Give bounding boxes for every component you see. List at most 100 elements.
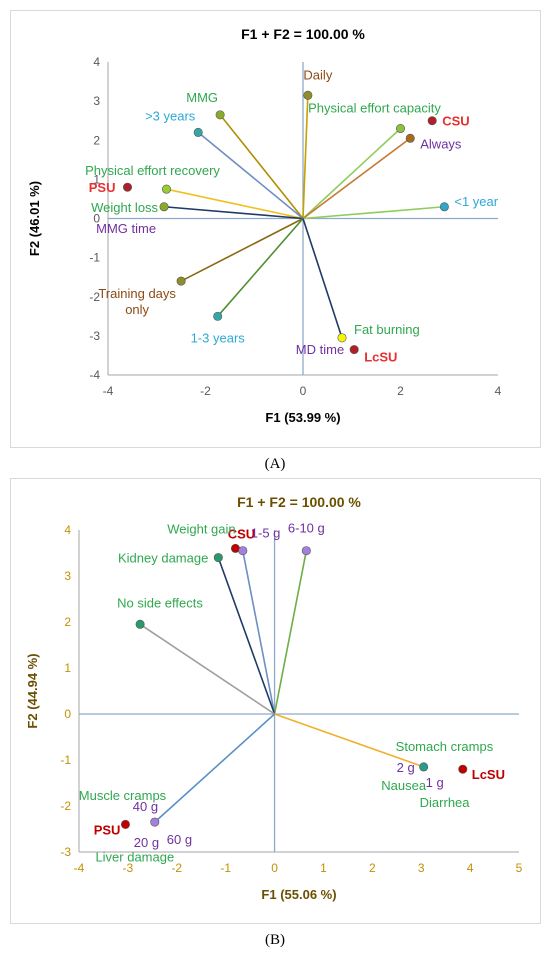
a-point-fat-burning bbox=[337, 333, 347, 343]
b-point-lcsu bbox=[458, 764, 468, 774]
a-label-training-days-only: only bbox=[125, 302, 149, 317]
a-label-daily: Daily bbox=[303, 67, 332, 82]
a-point-physical-effort-recovery bbox=[162, 184, 172, 194]
a-x-axis-title: F1 (53.99 %) bbox=[265, 410, 340, 425]
b-vector-kidney-damage bbox=[217, 557, 276, 715]
b-y-axis-title: F2 (44.94 %) bbox=[25, 653, 40, 728]
a-label-csu: CSU bbox=[442, 114, 469, 129]
a-chart-title: F1 + F2 = 100.00 % bbox=[241, 26, 365, 42]
b-label-kidney-damage: Kidney damage bbox=[118, 551, 208, 566]
b-point-stomach-cramps bbox=[419, 762, 429, 772]
b-y-tick-label: 4 bbox=[64, 523, 71, 537]
b-x-tick-label: 0 bbox=[271, 861, 278, 875]
b-x-tick-label: 3 bbox=[418, 861, 425, 875]
b-label-6-10-g: 6-10 g bbox=[288, 521, 325, 536]
biplot-a-chart: F1 + F2 = 100.00 % -4 -2 0 2 4 4 3 2 1 0 -1 -2 -3 -4 F1… bbox=[27, 26, 502, 425]
b-label-20-g: 20 g bbox=[134, 835, 159, 850]
b-x-tick-label: -1 bbox=[220, 861, 231, 875]
a-vector-physical-effort-capacity bbox=[302, 127, 402, 220]
b-label-nausea: Nausea bbox=[381, 778, 427, 793]
b-label-muscle-cramps: Muscle cramps bbox=[79, 788, 167, 803]
b-point-6-10-g bbox=[301, 546, 311, 556]
b-label-lcsu: LcSU bbox=[472, 767, 505, 782]
a-x-tick-label: 4 bbox=[495, 384, 502, 398]
b-x-tick-label: 2 bbox=[369, 861, 376, 875]
a-point-1-3-years bbox=[213, 311, 223, 321]
a-point-always bbox=[405, 133, 415, 143]
a-point-3-years bbox=[193, 127, 203, 137]
b-x-tick-label: 1 bbox=[320, 861, 327, 875]
b-x-tick-label: 4 bbox=[467, 861, 474, 875]
b-label-40-g: 40 g bbox=[133, 799, 158, 814]
b-point-no-side-effects bbox=[135, 619, 145, 629]
b-y-tick-label: 2 bbox=[64, 615, 71, 629]
b-y-tick-label: 1 bbox=[64, 661, 71, 675]
biplot-b-panel: F1 + F2 = 100.00 % -4 -3 -2 -1 0 1 2 3 4 5 4 3 2 1 0 -1-… bbox=[10, 478, 541, 924]
a-label-mmg: MMG bbox=[186, 90, 218, 105]
a-y-tick-label: 3 bbox=[93, 94, 100, 108]
b-x-tick-label: 5 bbox=[516, 861, 523, 875]
b-vector-stomach-cramps bbox=[274, 713, 424, 768]
b-vector-1-5-g bbox=[241, 550, 276, 715]
a-point-weight-loss bbox=[159, 202, 169, 212]
b-label-weight-gain: Weight gain bbox=[167, 521, 235, 536]
b-label-60-g: 60 g bbox=[167, 832, 192, 847]
b-label-csu: CSU bbox=[228, 526, 255, 541]
caption-b: (B) bbox=[265, 932, 285, 948]
a-vector-1-3-years bbox=[217, 217, 304, 317]
b-point-psu bbox=[120, 819, 130, 829]
a-label-mmg-time: MMG time bbox=[96, 221, 156, 236]
a-label-1-3-years: 1-3 years bbox=[191, 330, 246, 345]
a-y-axis-title: F2 (46.01 %) bbox=[27, 181, 42, 256]
a-vector-fat-burning bbox=[302, 218, 343, 339]
a-point-csu bbox=[427, 116, 437, 126]
b-chart-title: F1 + F2 = 100.00 % bbox=[237, 494, 361, 510]
b-x-tick-label: -4 bbox=[74, 861, 85, 875]
a-label-3-years: >3 years bbox=[145, 108, 196, 123]
a-y-tick-label: 2 bbox=[93, 133, 100, 147]
b-x-axis-title: F1 (55.06 %) bbox=[261, 887, 336, 902]
a-label-physical-effort-recovery: Physical effort recovery bbox=[85, 163, 220, 178]
b-y-tick-label: -1 bbox=[60, 753, 71, 767]
a-x-tick-label: 0 bbox=[300, 384, 307, 398]
a-label-physical-effort-capacity: Physical effort capacity bbox=[308, 101, 441, 116]
a-vector-daily bbox=[302, 95, 309, 219]
a-label-weight-loss: Weight loss bbox=[91, 200, 158, 215]
a-y-tick-label: 0 bbox=[93, 212, 100, 226]
b-label-diarrhea: Diarrhea bbox=[420, 795, 471, 810]
b-y-tick-label: 3 bbox=[64, 569, 71, 583]
a-label-1-year: <1 year bbox=[454, 194, 498, 209]
b-x-tick-label: -3 bbox=[123, 861, 134, 875]
a-vector-1-year bbox=[302, 205, 445, 220]
b-vector-60-g bbox=[154, 713, 276, 823]
b-label-1-g: 1 g bbox=[426, 775, 444, 790]
a-y-tick-label: 4 bbox=[93, 55, 100, 69]
a-vector-physical-effort-recovery bbox=[166, 188, 304, 220]
a-y-tick-label: -2 bbox=[89, 290, 100, 304]
biplot-b-chart: F1 + F2 = 100.00 %-4 -3 -2 -1 0 1 2 3 4 543210-1-… bbox=[25, 494, 523, 902]
b-y-tick-label: -3 bbox=[60, 845, 71, 859]
b-label-stomach-cramps: Stomach cramps bbox=[396, 739, 494, 754]
a-point-lcsu bbox=[349, 345, 359, 355]
b-y-tick-label: -2 bbox=[60, 799, 71, 813]
a-vector-always bbox=[302, 137, 411, 220]
a-label-lcsu: LcSU bbox=[364, 350, 397, 365]
b-label-2-g: 2 g bbox=[397, 760, 415, 775]
a-label-md-time: MD time bbox=[296, 342, 344, 357]
b-label-1-5-g: 1-5 g bbox=[251, 526, 281, 541]
b-point-kidney-damage bbox=[213, 553, 223, 563]
a-label-psu: PSU bbox=[89, 180, 116, 195]
a-x-tick-label: -4 bbox=[103, 384, 114, 398]
caption-a: (A) bbox=[264, 456, 286, 472]
a-point-psu bbox=[123, 182, 133, 192]
b-y-tick-label: 0 bbox=[64, 707, 71, 721]
a-y-tick-label: -1 bbox=[89, 251, 100, 265]
b-vector-no-side-effects bbox=[139, 623, 275, 715]
a-vector-training-days-only bbox=[180, 217, 304, 282]
a-y-tick-label: 1 bbox=[93, 172, 100, 186]
b-point-1-5-g bbox=[238, 546, 248, 556]
b-point-60-g bbox=[150, 817, 160, 827]
a-x-tick-label: 2 bbox=[397, 384, 404, 398]
a-y-tick-label: -4 bbox=[89, 368, 100, 382]
a-x-tick-label: -2 bbox=[200, 384, 211, 398]
